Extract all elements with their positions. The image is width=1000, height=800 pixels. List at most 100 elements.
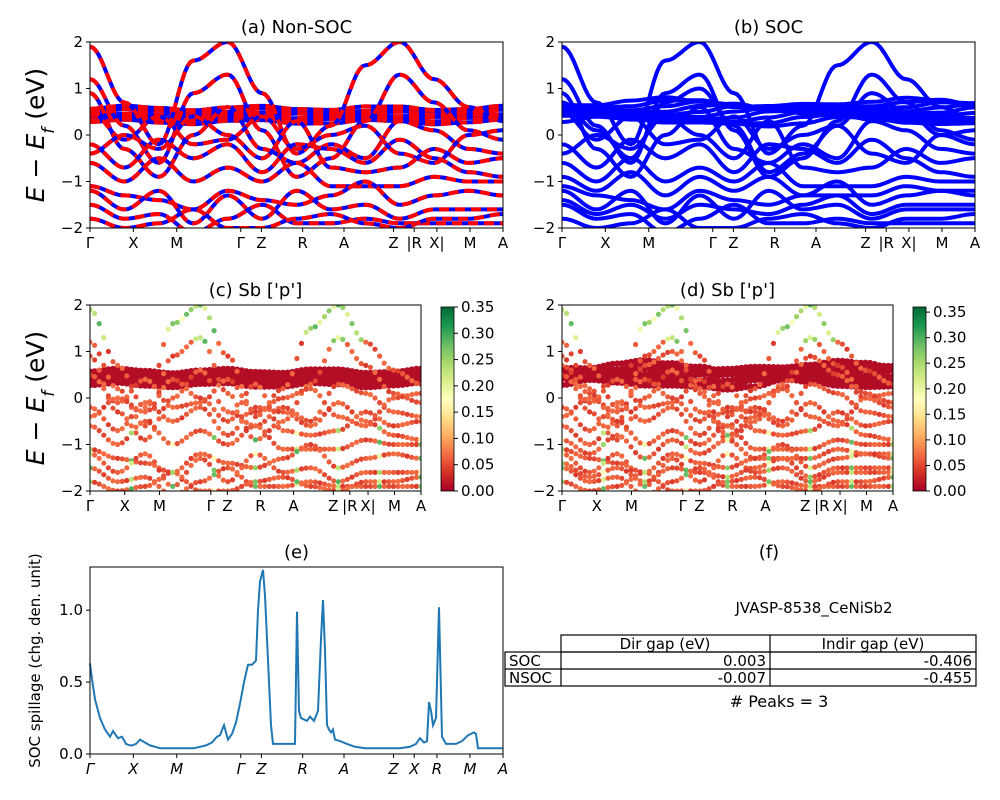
projection-point bbox=[202, 397, 208, 403]
projection-point bbox=[596, 416, 602, 422]
projection-point bbox=[400, 441, 406, 448]
projection-point bbox=[757, 382, 763, 388]
projection-point bbox=[784, 432, 790, 438]
projection-point bbox=[220, 406, 226, 412]
projection-point bbox=[335, 376, 342, 383]
x-tick-label: M bbox=[463, 760, 476, 778]
projection-point bbox=[619, 466, 625, 472]
projection-point bbox=[724, 465, 731, 471]
projection-point bbox=[138, 452, 144, 458]
projection-point bbox=[651, 489, 657, 491]
projection-point bbox=[151, 480, 157, 486]
projection-point bbox=[734, 428, 740, 434]
projection-point bbox=[573, 432, 579, 438]
projection-point bbox=[562, 339, 565, 345]
projection-point bbox=[294, 411, 300, 417]
projection-point bbox=[285, 428, 291, 434]
projection-point bbox=[188, 431, 194, 437]
projection-point bbox=[239, 474, 245, 480]
projection-point bbox=[757, 428, 763, 434]
projection-point bbox=[647, 492, 652, 497]
projection-point bbox=[90, 307, 93, 313]
projection-point bbox=[688, 340, 694, 346]
projection-point bbox=[734, 483, 740, 489]
projection-point bbox=[582, 473, 588, 479]
x-tick-label: A bbox=[760, 497, 771, 515]
projection-point bbox=[573, 386, 579, 392]
projection-point bbox=[646, 319, 652, 325]
projection-point bbox=[610, 484, 616, 490]
projection-point bbox=[101, 386, 107, 392]
projection-point bbox=[674, 406, 680, 412]
projection-point bbox=[234, 469, 240, 475]
projection-point bbox=[793, 314, 800, 320]
y-tick-label: 1.0 bbox=[59, 601, 83, 619]
projection-point bbox=[220, 378, 226, 384]
projection-point bbox=[734, 418, 740, 424]
projection-point bbox=[885, 469, 892, 475]
projection-point bbox=[294, 355, 300, 362]
projection-point bbox=[151, 401, 157, 407]
projection-point bbox=[206, 461, 213, 467]
projection-point bbox=[821, 409, 827, 415]
projection-point bbox=[271, 440, 277, 446]
projection-point bbox=[587, 428, 593, 434]
projection-point bbox=[582, 468, 588, 474]
projection-point bbox=[706, 425, 712, 431]
plot-area bbox=[562, 305, 893, 497]
projection-point bbox=[573, 362, 579, 368]
projection-point bbox=[816, 358, 823, 364]
projection-point bbox=[688, 425, 694, 431]
projection-point bbox=[358, 422, 364, 428]
projection-point bbox=[183, 402, 190, 408]
projection-point bbox=[734, 405, 740, 412]
projection-point bbox=[96, 367, 102, 373]
projection-point bbox=[674, 465, 680, 471]
projection-point bbox=[724, 381, 731, 387]
projection-point bbox=[701, 470, 708, 476]
projection-point bbox=[688, 398, 694, 405]
projection-point bbox=[803, 488, 809, 491]
y-tick-label: −1 bbox=[533, 436, 555, 454]
projection-point bbox=[876, 400, 882, 406]
projection-point bbox=[628, 362, 634, 368]
projection-point bbox=[701, 416, 708, 422]
projection-point bbox=[386, 365, 392, 371]
projection-point bbox=[770, 481, 777, 487]
projection-point bbox=[715, 401, 721, 407]
projection-point bbox=[774, 364, 782, 371]
projection-point bbox=[881, 419, 887, 425]
projection-point bbox=[835, 479, 841, 485]
projection-point bbox=[867, 451, 873, 457]
projection-point bbox=[577, 393, 584, 399]
projection-point bbox=[660, 483, 666, 489]
projection-point bbox=[747, 388, 754, 394]
projection-point bbox=[830, 456, 836, 462]
projection-point bbox=[734, 455, 740, 461]
projection-point bbox=[655, 472, 662, 478]
projection-point bbox=[573, 335, 579, 341]
projection-point bbox=[147, 407, 153, 413]
projection-point bbox=[692, 430, 698, 436]
band-line-spin-down bbox=[90, 188, 503, 226]
projection-point bbox=[678, 431, 685, 437]
projection-point bbox=[225, 460, 231, 466]
projection-point bbox=[660, 462, 666, 468]
band-line bbox=[562, 179, 975, 212]
projection-point bbox=[206, 453, 213, 459]
projection-point bbox=[564, 342, 570, 348]
projection-point bbox=[757, 455, 763, 461]
projection-point bbox=[119, 411, 125, 417]
projection-point bbox=[655, 402, 662, 408]
projection-point bbox=[591, 396, 597, 402]
projection-point bbox=[674, 457, 680, 463]
projection-point bbox=[798, 455, 804, 461]
projection-point bbox=[142, 483, 148, 489]
projection-point bbox=[660, 455, 666, 461]
projection-point bbox=[243, 401, 249, 407]
projection-point bbox=[90, 423, 93, 429]
projection-point bbox=[239, 465, 245, 471]
projection-point bbox=[179, 388, 185, 394]
projection-point bbox=[266, 369, 273, 376]
projection-point bbox=[872, 433, 878, 439]
